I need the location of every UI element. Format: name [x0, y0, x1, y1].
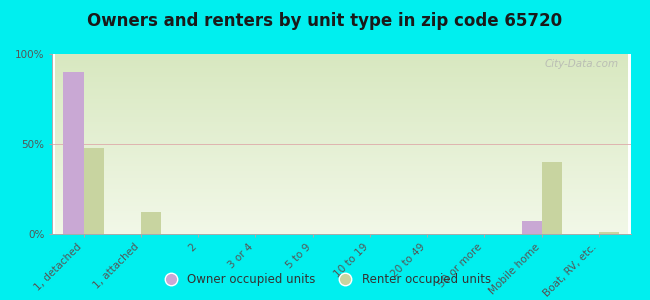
Text: Owners and renters by unit type in zip code 65720: Owners and renters by unit type in zip c… — [88, 12, 562, 30]
Bar — [141, 212, 161, 234]
Bar — [541, 162, 562, 234]
Bar — [64, 72, 83, 234]
Bar — [599, 232, 619, 234]
Text: City-Data.com: City-Data.com — [545, 59, 619, 69]
Bar — [522, 221, 541, 234]
Bar — [83, 148, 103, 234]
Legend: Owner occupied units, Renter occupied units: Owner occupied units, Renter occupied un… — [154, 269, 496, 291]
